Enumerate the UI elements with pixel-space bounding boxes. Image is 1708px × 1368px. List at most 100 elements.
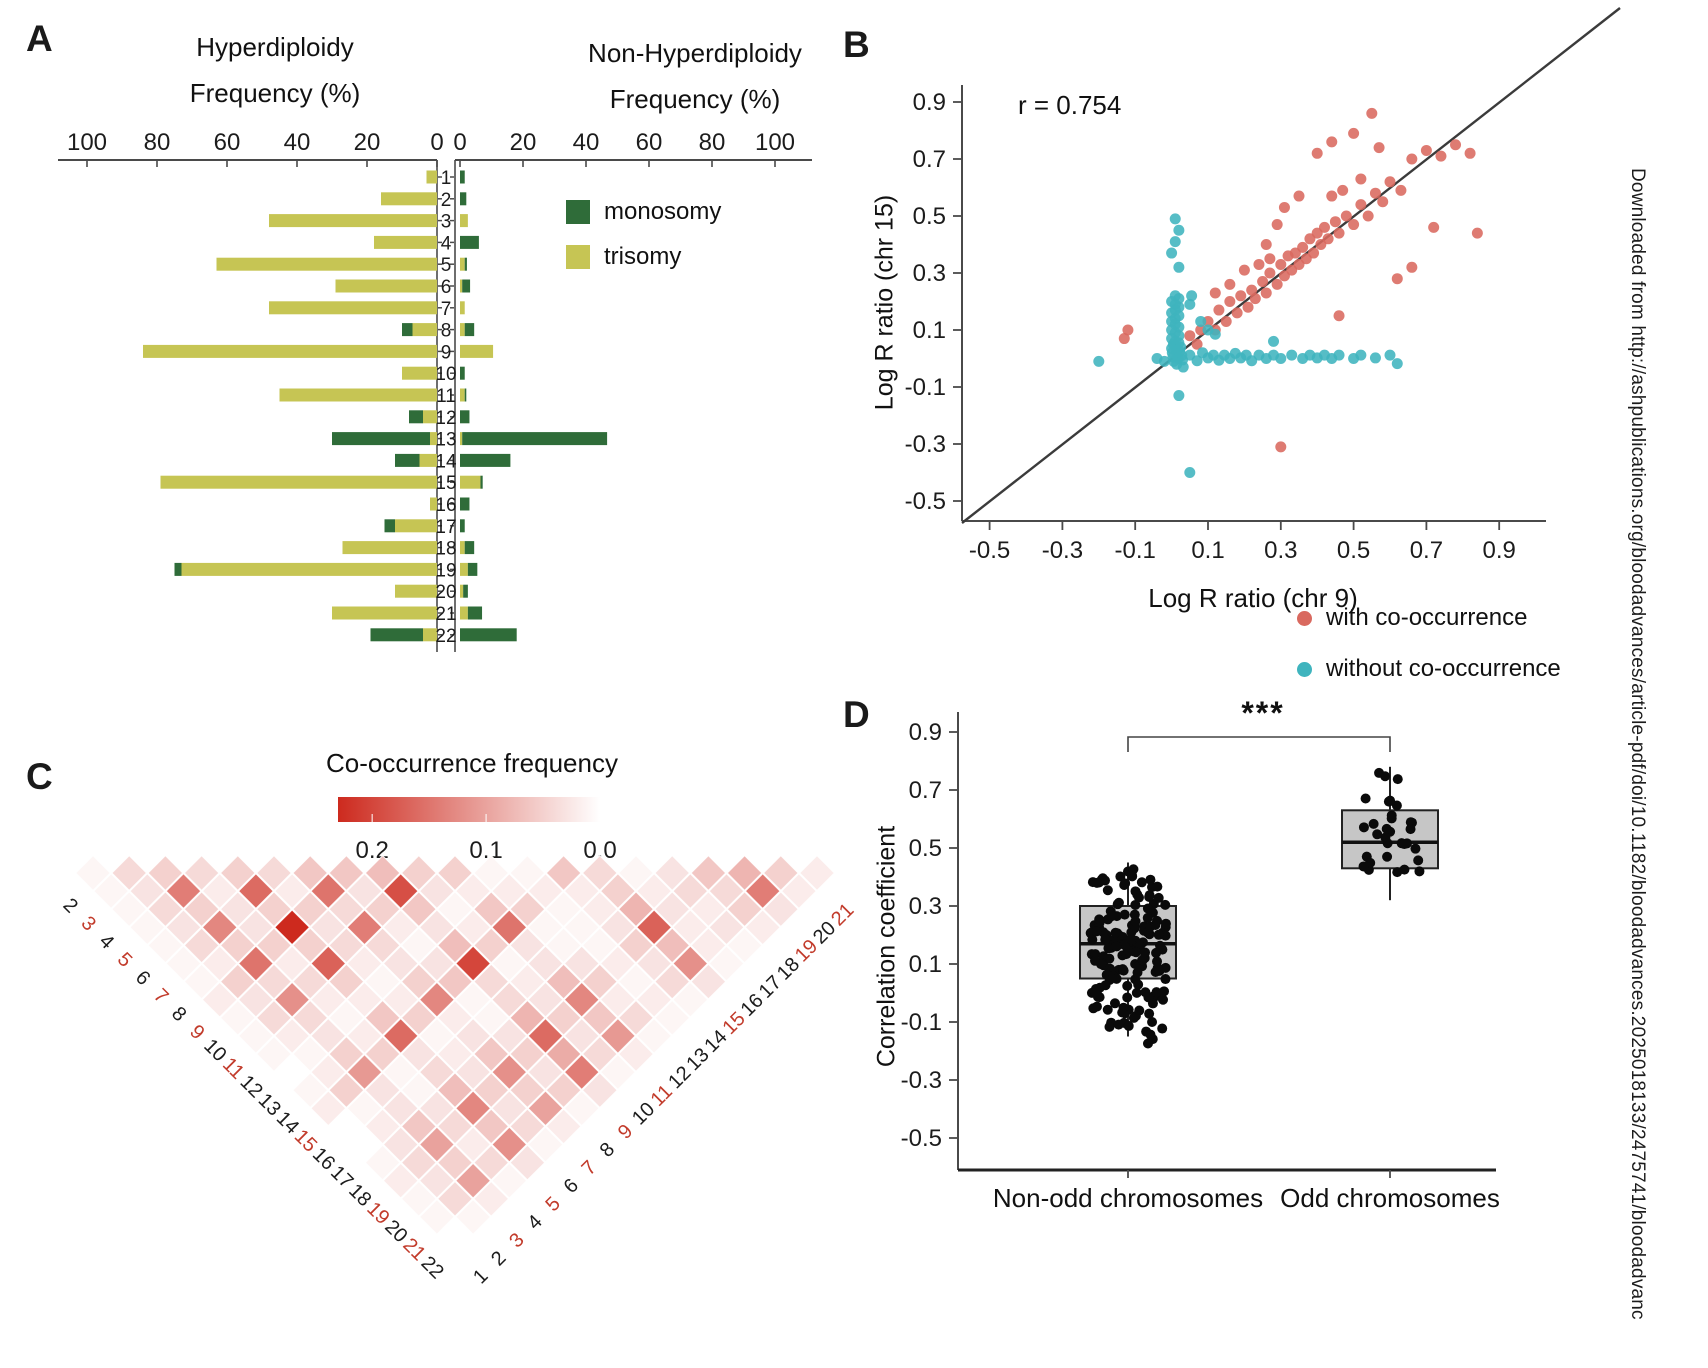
bar-nonhyper-trisomy (460, 562, 468, 576)
heatmap-cell (509, 1035, 546, 1073)
heatmap-cell (473, 1180, 510, 1217)
scatter-point (1118, 333, 1130, 345)
bar-hyper-monosomy (332, 432, 430, 446)
data-point (1100, 934, 1111, 945)
bar-nonhyper-monosomy (460, 170, 465, 184)
data-point (1142, 1038, 1153, 1049)
bar-hyper-trisomy (412, 323, 437, 337)
heatmap-cell (545, 1072, 582, 1109)
significance-stars: *** (1241, 695, 1285, 731)
heatmap-cell (581, 1072, 618, 1109)
heatmap-cell (563, 909, 600, 946)
bar-hyper-trisomy (395, 519, 437, 533)
chromosome-label: 12 (435, 408, 456, 429)
axis-tick-label: 100 (67, 129, 107, 156)
bar-hyper-trisomy (216, 257, 437, 271)
heatmap-cell (292, 854, 329, 892)
heatmap-cell (473, 854, 510, 892)
heatmap-cell (527, 1017, 564, 1054)
heatmap-cell (491, 1017, 528, 1054)
axis-tick-label: -0.5 (905, 488, 946, 515)
scatter-point (1366, 107, 1378, 119)
scatter-point (1435, 150, 1447, 162)
heatmap-cell (382, 1017, 419, 1054)
heatmap-cell (346, 873, 383, 910)
bar-nonhyper-monosomy (464, 323, 475, 337)
heatmap-cell (581, 963, 618, 1000)
heatmap-cell (509, 891, 546, 928)
heatmap-cell (382, 1090, 419, 1127)
scatter-point (1348, 219, 1360, 231)
axis-tick-label: -0.3 (1042, 537, 1083, 564)
monosomy-swatch-icon (566, 200, 590, 224)
heatmap-cell (418, 909, 455, 946)
chromosome-label: 14 (435, 451, 457, 472)
heatmap-cell (599, 909, 636, 946)
heatmap-cell (292, 963, 329, 1000)
heatmap-cell (744, 909, 781, 946)
bar-nonhyper-trisomy (460, 432, 463, 446)
heatmap-cell (436, 891, 474, 928)
panel-a-bars (143, 170, 608, 642)
heatmap-cell (690, 963, 727, 1000)
heatmap-cell (455, 1198, 492, 1235)
heatmap-cell (563, 873, 600, 910)
heatmap-cell (310, 1090, 347, 1127)
scatter-point (1253, 258, 1265, 270)
heatmap-cell (219, 927, 256, 964)
heatmap-row-label: 8 (167, 1003, 190, 1026)
chromosome-label: 9 (441, 342, 452, 363)
axis-tick-label: 20 (510, 129, 537, 156)
heatmap-col-label: 2 (487, 1247, 510, 1270)
data-point (1159, 986, 1170, 997)
heatmap-cell (129, 909, 166, 946)
bar-nonhyper-monosomy (460, 410, 470, 424)
scatter-point (1406, 261, 1418, 273)
heatmap-row-label: 7 (149, 985, 172, 1008)
scatter-point (1428, 221, 1440, 233)
data-point (1145, 874, 1156, 885)
bar-nonhyper-monosomy (464, 388, 467, 402)
data-point (1104, 1021, 1115, 1032)
data-point (1145, 1029, 1156, 1040)
data-point (1358, 822, 1369, 833)
heatmap-cell (617, 891, 655, 928)
data-point (1127, 871, 1138, 882)
heatmap-cell (274, 1017, 311, 1054)
heatmap-cell (418, 1126, 455, 1163)
scatter-point (1333, 310, 1345, 322)
scatter-point (1322, 233, 1334, 245)
heatmap-cell (400, 1035, 437, 1073)
heatmap-cell (545, 854, 582, 892)
scatter-point (1450, 139, 1462, 151)
bar-nonhyper-trisomy (460, 323, 465, 337)
scatter-point (1333, 349, 1345, 361)
heatmap-cell (708, 873, 745, 910)
heatmap-cell (455, 1054, 492, 1091)
heatmap-cell (255, 999, 293, 1036)
heatmap-cell (310, 981, 347, 1018)
heatmap-cell (364, 1108, 401, 1145)
heatmap-cell (491, 873, 528, 910)
correlation-r-value: r = 0.754 (1018, 90, 1122, 120)
heatmap-cell (237, 945, 274, 982)
heatmap-cell (274, 981, 311, 1018)
scatter-point (1224, 278, 1236, 290)
heatmap-cell (509, 1144, 546, 1181)
data-point (1385, 795, 1396, 806)
bar-nonhyper-monosomy (460, 497, 470, 511)
bar-nonhyper-monosomy (460, 519, 465, 533)
legend-item-monosomy: monosomy (566, 198, 721, 226)
heatmap-cell (219, 854, 256, 892)
axis-tick-label: -0.3 (905, 431, 946, 458)
scatter-point (1333, 227, 1345, 239)
heatmap-cell (491, 1090, 528, 1127)
heatmap-cell (617, 1035, 655, 1073)
data-point (1142, 903, 1153, 914)
data-point (1112, 899, 1123, 910)
heatmap-cell (255, 854, 293, 892)
axis-tick-label: 0.1 (1191, 537, 1224, 564)
heatmap-cell (527, 981, 564, 1018)
heatmap-cell (418, 1090, 455, 1127)
heatmap-cell (382, 1162, 419, 1199)
